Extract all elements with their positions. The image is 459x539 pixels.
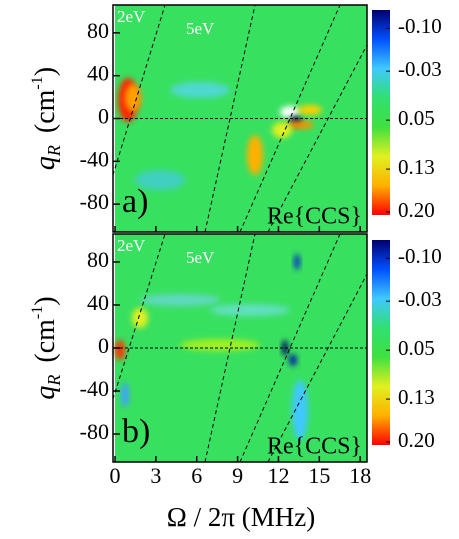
y-label-part: -1 — [29, 76, 46, 89]
colorbar-tick-label: 0.20 — [398, 198, 435, 222]
heatmap-feature — [180, 339, 260, 351]
line-label: 5eV — [186, 19, 215, 38]
heatmap-feature — [247, 135, 263, 175]
annotation: Re{CCS} — [267, 434, 362, 460]
heatmap-feature — [115, 340, 125, 360]
heatmap-feature — [121, 383, 129, 407]
y-tick-label: 40 — [87, 290, 109, 315]
energy-line — [267, 44, 368, 233]
y-tick-label: 80 — [87, 247, 109, 272]
y-label-part: R — [44, 375, 64, 387]
heatmap-feature — [170, 82, 230, 98]
heatmap-feature — [140, 294, 220, 306]
x-tick-label: 18 — [349, 463, 371, 488]
x-axis-label: Ω / 2π (MHz) — [167, 502, 315, 532]
heatmap-feature — [280, 106, 300, 118]
x-tick-label: 15 — [308, 463, 330, 488]
heatmap-feature — [294, 254, 300, 270]
line-label: 2eV — [117, 236, 146, 255]
y-axis-label: qR (cm-1) — [29, 67, 64, 170]
heatmap-feature — [292, 380, 308, 440]
colorbar — [372, 10, 390, 215]
colorbar-tick-label: 0.05 — [398, 336, 435, 360]
colorbar-tick-label: -0.10 — [398, 14, 442, 38]
y-tick-label: 0 — [98, 333, 109, 358]
heatmap-feature — [210, 304, 290, 316]
colorbar-tick-label: -0.03 — [398, 287, 442, 311]
energy-line — [239, 4, 341, 233]
y-axis-label: qR (cm-1) — [29, 296, 64, 399]
y-tick-label: 0 — [98, 104, 109, 129]
y-tick-label: 40 — [87, 61, 109, 86]
x-tick-label: 12 — [267, 463, 289, 488]
y-label-part: -1 — [29, 306, 46, 319]
energy-line — [112, 233, 166, 400]
colorbar-tick-label: 0.13 — [398, 385, 435, 409]
colorbar-tick-label: 0.20 — [398, 428, 435, 452]
energy-line — [267, 273, 368, 463]
heatmap-feature — [298, 105, 322, 115]
heatmap-feature — [286, 121, 314, 129]
y-tick-label: -80 — [80, 189, 109, 214]
line-label: 2eV — [117, 7, 146, 26]
panel-label: a) — [122, 183, 148, 220]
y-tick-label: -40 — [80, 146, 109, 171]
x-tick-label: 9 — [232, 463, 243, 488]
heatmap-feature — [125, 84, 141, 112]
energy-line — [204, 233, 256, 463]
colorbar-tick-label: -0.10 — [398, 244, 442, 268]
y-label-part: q — [30, 386, 61, 400]
colorbar — [372, 240, 390, 445]
colorbar-tick-label: -0.03 — [398, 57, 442, 81]
y-label-part: (cm — [30, 319, 61, 363]
heatmap-feature — [135, 170, 185, 190]
heatmap-feature — [289, 354, 297, 366]
colorbar-tick-label: 0.05 — [398, 106, 435, 130]
colorbar-tick-label: 0.13 — [398, 155, 435, 179]
y-tick-label: -40 — [80, 376, 109, 401]
y-label-part: ) — [30, 67, 61, 76]
x-tick-label: 3 — [150, 463, 161, 488]
energy-line — [112, 4, 166, 176]
line-label: 5eV — [186, 248, 215, 267]
y-label-part: (cm — [30, 89, 61, 133]
heatmap-feature — [132, 308, 148, 328]
y-label-part: R — [44, 145, 64, 157]
y-label-part: ) — [30, 296, 61, 305]
x-tick-label: 0 — [110, 463, 121, 488]
y-tick-label: 80 — [87, 18, 109, 43]
panel-label: b) — [122, 413, 150, 450]
annotation: Re{CCS} — [267, 204, 362, 230]
y-tick-label: -80 — [80, 419, 109, 444]
energy-line — [204, 4, 256, 233]
x-tick-label: 6 — [191, 463, 202, 488]
y-label-part: q — [30, 156, 61, 170]
